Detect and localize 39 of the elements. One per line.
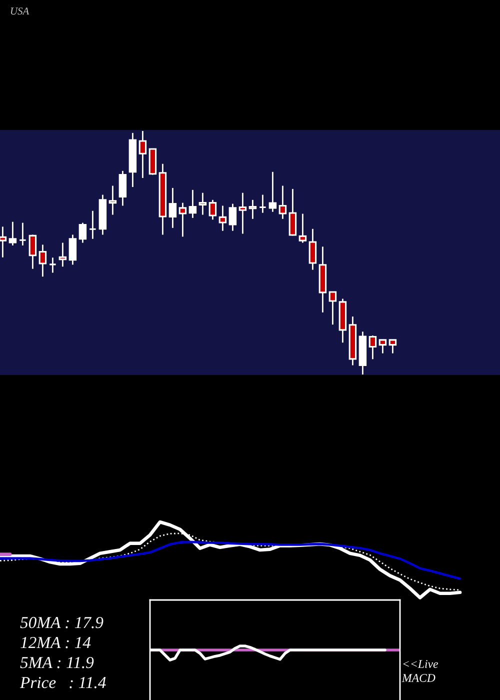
candlestick <box>328 291 337 326</box>
candlestick <box>138 130 147 179</box>
candlestick <box>28 234 37 270</box>
candlestick <box>118 170 127 206</box>
candlestick <box>208 199 217 220</box>
candlestick <box>8 221 17 246</box>
candlestick <box>368 334 377 360</box>
candlestick <box>68 234 77 266</box>
candlestick <box>388 339 397 354</box>
candlestick <box>248 199 257 220</box>
candlestick <box>268 171 277 213</box>
candlestick <box>58 242 67 268</box>
candlestick <box>238 192 247 234</box>
candlestick <box>308 228 317 270</box>
text: 50MA : 17.9 <box>20 616 104 628</box>
candlestick <box>298 213 307 244</box>
candlestick <box>188 189 197 219</box>
candlestick <box>0 226 7 258</box>
candlestick <box>278 185 287 220</box>
candlestick <box>288 188 297 236</box>
candlestick <box>228 203 237 232</box>
text: 5MA : 11.9 <box>20 656 94 668</box>
chart-title: USA <box>10 8 30 15</box>
text: Price : 11.4 <box>20 676 106 688</box>
candlestick <box>198 192 207 216</box>
candlestick <box>168 187 177 229</box>
text: <<Live <box>403 660 438 668</box>
candlestick <box>258 194 267 214</box>
candlestick <box>218 205 227 232</box>
candlestick <box>88 210 97 240</box>
candlestick <box>78 222 87 244</box>
candlestick <box>38 244 47 278</box>
text: 12MA : 14 <box>20 636 91 648</box>
candlestick <box>378 339 387 354</box>
candlestick <box>108 185 117 216</box>
candlestick <box>18 222 27 246</box>
candlestick <box>178 202 187 238</box>
text: MACD <box>402 674 436 682</box>
candlestick <box>48 256 57 274</box>
